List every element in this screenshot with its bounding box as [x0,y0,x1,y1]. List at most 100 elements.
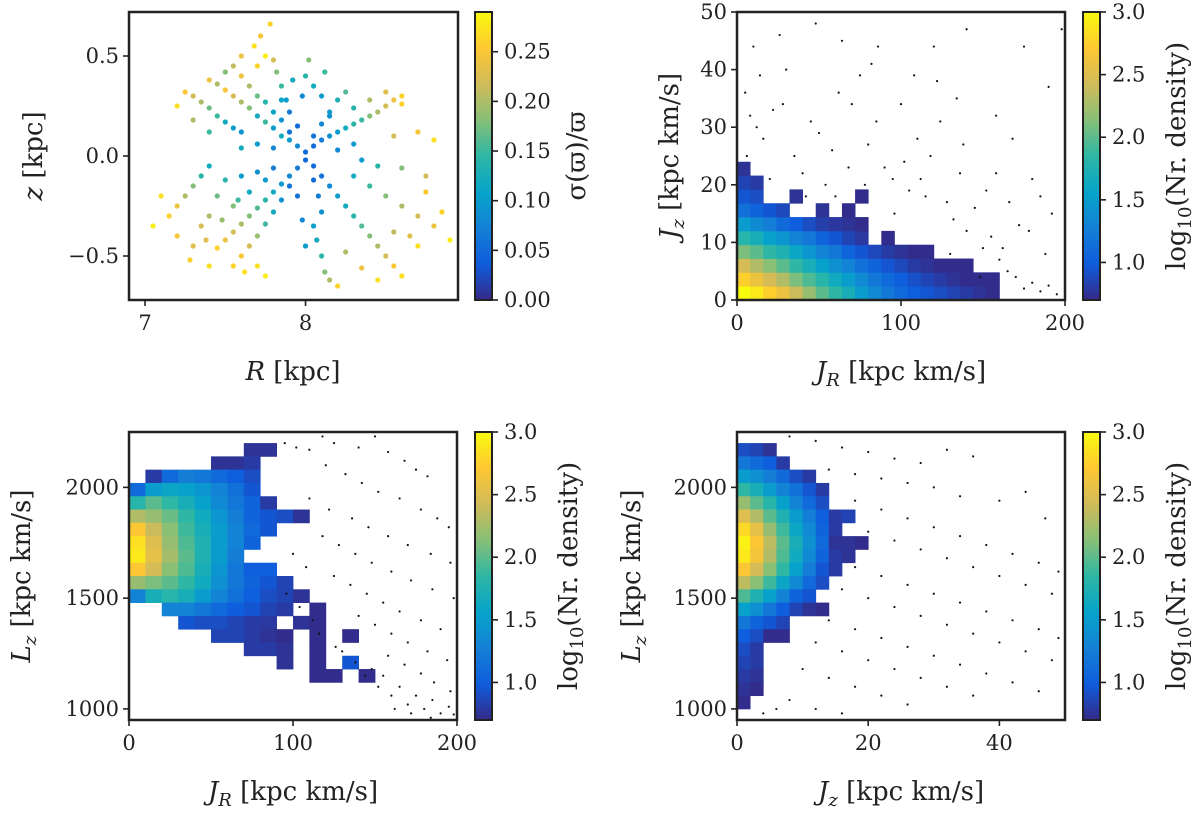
heatmap-bin [776,536,790,550]
heatmap-bin [750,443,764,457]
panel-d-colorbar-ticks: 1.0 1.5 2.0 2.5 3.0 [1100,420,1145,694]
heatmap-bin [129,562,146,577]
heatmap-bin [737,443,751,457]
heatmap-bin [776,589,790,603]
outlier-point [762,137,765,140]
scatter-point [327,133,333,139]
scatter-point [238,129,244,135]
heatmap-bin [828,522,843,537]
outlier-point [311,619,314,622]
outlier-point [814,22,817,25]
heatmap-bin [276,602,294,617]
outlier-point [341,650,344,653]
heatmap-bin [881,272,895,287]
y-tick-label: 30 [700,115,727,139]
heatmap-bin [227,496,245,510]
heatmap-bin [776,562,790,577]
heatmap-bin [828,562,843,577]
outlier-point [827,619,830,622]
scatter-point [391,97,397,103]
outlier-point [327,508,331,511]
heatmap-bin [776,456,790,471]
scatter-point [343,203,349,209]
x-tick-label: 7 [138,311,151,335]
heatmap-bin [763,549,777,564]
scatter-point [222,237,228,243]
heatmap-bin [750,217,764,232]
heatmap-bin [776,482,790,497]
outlier-point [945,448,949,451]
scatter-point [294,143,301,149]
outlier-point [447,705,450,708]
scatter-point [222,69,228,75]
heatmap-bin [802,258,817,273]
scatter-point [391,133,397,139]
heatmap-bin [161,469,179,484]
heatmap-bin [750,286,764,301]
heatmap-bin [750,562,764,577]
scatter-point [299,217,305,223]
scatter-point [351,105,357,111]
heatmap-bin [815,536,830,550]
heatmap-bin [737,258,751,273]
outlier-point [390,632,393,635]
heatmap-bin [763,286,777,301]
scatter-point [431,137,437,143]
outlier-point [398,497,401,500]
outlier-point [908,189,911,192]
panel-a-colorbar [474,11,493,301]
heatmap-bin [178,509,195,524]
heatmap-bin [737,244,751,259]
outlier-point [409,712,413,715]
heatmap-bin [841,536,856,550]
panel-d-xlabel: Jz [kpc km/s] [813,777,984,811]
colorbar-tick-label: 3.0 [1112,420,1145,444]
scatter-point [254,113,260,119]
outlier-point [429,716,432,719]
scatter-point [262,273,269,279]
heatmap-bin [750,669,764,683]
heatmap-bin [776,272,790,287]
outlier-point [840,712,844,715]
outlier-point [932,526,935,529]
heatmap-bin [737,589,751,603]
heatmap-bin [737,203,751,218]
heatmap-bin [815,562,830,577]
scatter-point [294,123,301,129]
scatter-point [214,245,220,251]
scatter-point [302,157,309,163]
outlier-point [426,650,429,653]
heatmap-bin [763,230,777,246]
scatter-point [399,273,405,279]
heatmap-bin [841,217,856,232]
x-tick-label: 200 [437,731,477,755]
heatmap-bin [260,509,277,524]
heatmap-bin [763,258,777,273]
outlier-point [853,566,857,569]
heatmap-bin [776,496,790,510]
colorbar-tick-label: 0.15 [504,139,551,163]
heatmap-bin [776,549,790,564]
heatmap-bin [815,258,830,273]
outlier-point [972,455,975,458]
outlier-point [291,552,295,555]
heatmap-bin [789,602,803,617]
heatmap-bin [737,655,751,670]
scatter-point [318,121,325,127]
scatter-point [335,147,341,153]
heatmap-bin [802,286,817,301]
outlier-point [436,517,439,520]
heatmap-bin [933,286,948,301]
scatter-point [206,163,212,169]
outlier-point [847,166,850,169]
heatmap-bin [145,562,163,577]
outlier-point [393,707,396,711]
outlier-point [817,131,821,135]
scatter-point [391,229,397,235]
scatter-point [359,117,365,123]
y-tick-label: 50 [700,0,727,24]
outlier-point [390,694,393,697]
scatter-point [235,197,241,203]
heatmap-bin [802,576,817,590]
heatmap-bin [841,549,856,564]
